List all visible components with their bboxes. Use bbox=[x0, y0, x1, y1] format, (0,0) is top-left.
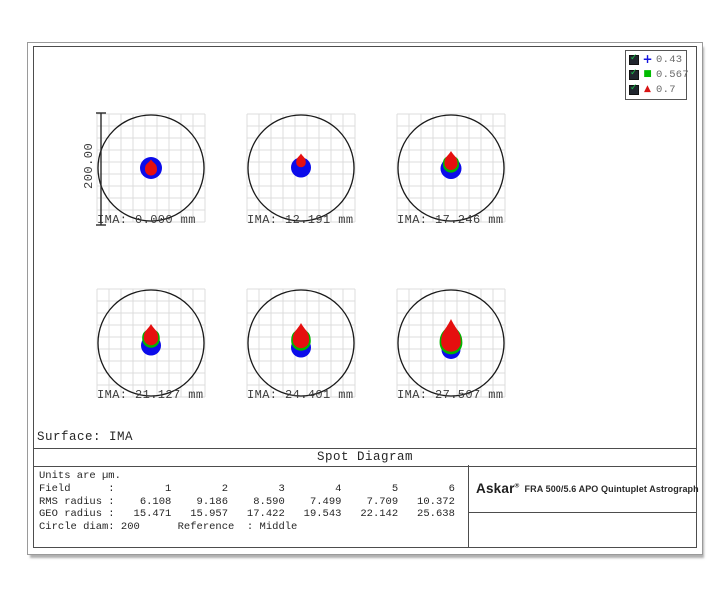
scale-bar: 200.00 bbox=[82, 112, 106, 226]
spot-cell-field-1 bbox=[96, 113, 206, 223]
plot-area: IMA: 0.000 mm IMA: 12.191 mm IMA: 17.246 m… bbox=[33, 46, 699, 548]
spot-cell-field-5 bbox=[246, 288, 356, 398]
window-frame: IMA: 0.000 mm IMA: 12.191 mm IMA: 17.246 m… bbox=[27, 42, 703, 555]
spot-red-0.7um bbox=[441, 319, 461, 352]
wavelength-value: 0.567 bbox=[656, 68, 690, 81]
spot-red-0.7um bbox=[145, 159, 157, 176]
legend-item: ✓ ▲ 0.7 bbox=[626, 82, 686, 97]
wavelength-checkbox-icon[interactable]: ✓ bbox=[629, 67, 639, 80]
reference-circle bbox=[397, 289, 505, 397]
registered-mark: ® bbox=[514, 482, 520, 490]
wavelength-checkbox-icon[interactable]: ✓ bbox=[629, 82, 639, 95]
wavelength-value: 0.43 bbox=[656, 53, 683, 66]
ima-label: IMA: 17.246 mm bbox=[397, 213, 504, 227]
reference-circle bbox=[97, 114, 205, 222]
wavelength-checkbox-icon[interactable]: ✓ bbox=[629, 52, 639, 65]
spot-red-0.7um bbox=[444, 151, 458, 170]
divider-line-top bbox=[34, 448, 696, 449]
wavelength-legend: ✓ +0.43 ✓ ■ 0.567 ✓ ▲ 0.7 bbox=[625, 50, 690, 100]
ima-label: IMA: 12.191 mm bbox=[247, 213, 354, 227]
divider-line-bottom bbox=[34, 466, 696, 467]
spot-red-0.7um bbox=[292, 323, 310, 349]
spot-cell-field-6 bbox=[396, 288, 506, 398]
legend-item: ✓ ■ 0.567 bbox=[626, 67, 690, 82]
ima-label: IMA: 21.127 mm bbox=[97, 388, 204, 402]
spot-red-0.7um bbox=[143, 324, 159, 346]
wavelength-value: 0.7 bbox=[656, 83, 676, 96]
spot-table: Units are µm. Field : 1 2 3 4 5 6 RMS ra… bbox=[39, 470, 455, 534]
ima-label: IMA: 27.507 mm bbox=[397, 388, 504, 402]
ima-label: IMA: 24.401 mm bbox=[247, 388, 354, 402]
info-panel-divider bbox=[468, 465, 469, 547]
surface-label: Surface: IMA bbox=[37, 430, 134, 444]
spot-cell-field-2 bbox=[246, 113, 356, 223]
product-name: FRA 500/5.6 APO Quintuplet Astrograph bbox=[524, 483, 699, 494]
triangle-marker-icon: ▲ bbox=[644, 84, 651, 94]
spot-cell-field-4 bbox=[96, 288, 206, 398]
legend-item: ✓ +0.43 bbox=[626, 52, 686, 67]
spot-blue-0.43um bbox=[291, 157, 311, 178]
square-marker-icon: ■ bbox=[643, 69, 652, 79]
legend-rows: ✓ +0.43 ✓ ■ 0.567 ✓ ▲ 0.7 bbox=[626, 52, 690, 97]
plus-marker-icon: + bbox=[642, 52, 653, 66]
scale-bar-label: 200.00 bbox=[82, 143, 96, 189]
reference-circle bbox=[247, 289, 355, 397]
branding-cell: Askar® FRA 500/5.6 APO Quintuplet Astrog… bbox=[469, 465, 699, 513]
brand-name: Askar® bbox=[476, 481, 520, 496]
reference-circle bbox=[97, 289, 205, 397]
ima-label: IMA: 0.000 mm bbox=[97, 213, 196, 227]
reference-circle bbox=[247, 114, 355, 222]
spot-red-0.7um bbox=[296, 153, 306, 168]
reference-circle bbox=[397, 114, 505, 222]
spot-cell-field-3 bbox=[396, 113, 506, 223]
plot-title: Spot Diagram bbox=[316, 450, 413, 464]
